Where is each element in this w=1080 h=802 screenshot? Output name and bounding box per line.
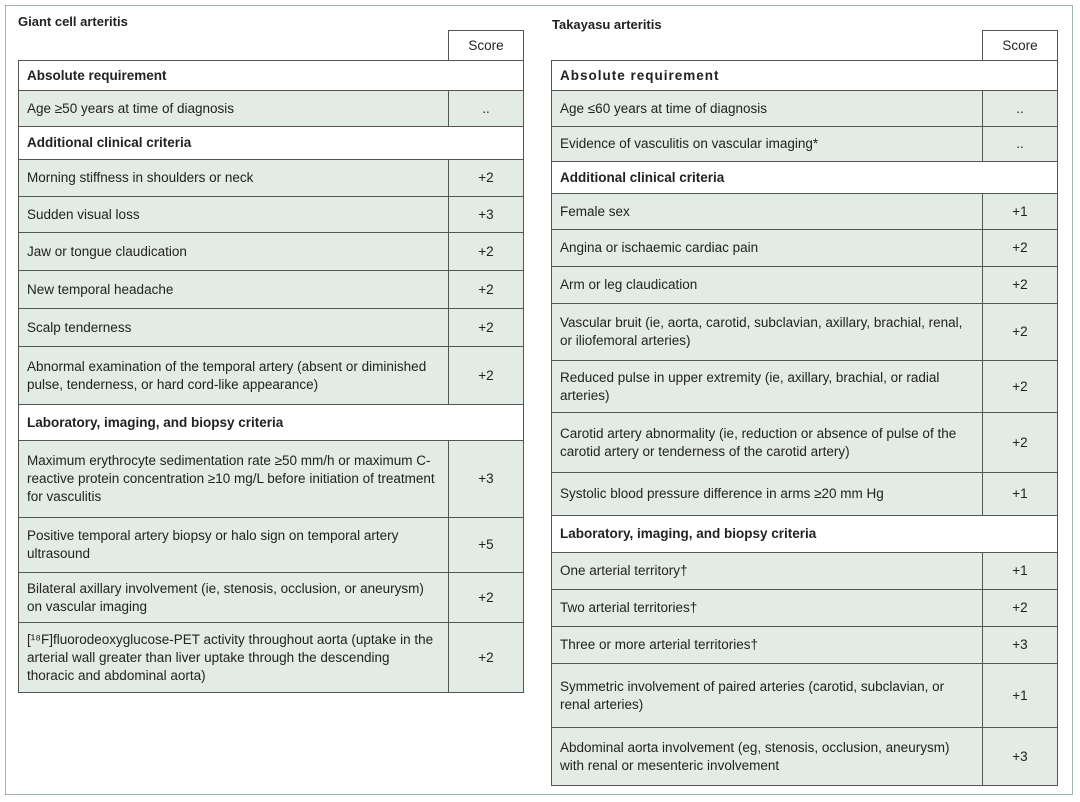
- score: +2: [448, 572, 524, 623]
- criterion: Maximum erythrocyte sedimentation rate ≥…: [18, 440, 449, 518]
- criterion: Female sex: [551, 193, 983, 230]
- score: +2: [448, 159, 524, 197]
- criterion: Vascular bruit (ie, aorta, carotid, subc…: [551, 303, 983, 361]
- score: +3: [982, 626, 1058, 664]
- criterion: Sudden visual loss: [18, 196, 449, 233]
- criterion: Symmetric involvement of paired arteries…: [551, 663, 983, 728]
- criterion: Scalp tenderness: [18, 308, 449, 347]
- criterion: New temporal headache: [18, 270, 449, 309]
- criterion: Abdominal aorta involvement (eg, stenosi…: [551, 727, 983, 786]
- score: +3: [448, 196, 524, 233]
- score: +2: [448, 308, 524, 347]
- criterion: Age ≤60 years at time of diagnosis: [551, 90, 983, 127]
- section-heading: Laboratory, imaging, and biopsy criteria: [551, 515, 1058, 553]
- frame: [5, 5, 1073, 795]
- score: +2: [448, 622, 524, 693]
- criterion: Angina or ischaemic cardiac pain: [551, 229, 983, 267]
- score-header: Score: [982, 30, 1058, 61]
- score: ..: [448, 90, 524, 127]
- table-title: Giant cell arteritis: [18, 14, 128, 29]
- score: +5: [448, 517, 524, 573]
- section-heading: Additional clinical criteria: [18, 126, 524, 160]
- score: +2: [982, 589, 1058, 627]
- section-heading: Additional clinical criteria: [551, 161, 1058, 194]
- score: +1: [982, 663, 1058, 728]
- score: +2: [982, 360, 1058, 413]
- score: +2: [448, 270, 524, 309]
- criterion: Reduced pulse in upper extremity (ie, ax…: [551, 360, 983, 413]
- score: +1: [982, 552, 1058, 590]
- criterion: Morning stiffness in shoulders or neck: [18, 159, 449, 197]
- score: +1: [982, 472, 1058, 516]
- score: +2: [982, 229, 1058, 267]
- score: ..: [982, 126, 1058, 162]
- criterion: Abnormal examination of the temporal art…: [18, 346, 449, 405]
- score: ..: [982, 90, 1058, 127]
- score: +2: [982, 266, 1058, 304]
- criterion: Age ≥50 years at time of diagnosis: [18, 90, 449, 127]
- criterion: Evidence of vasculitis on vascular imagi…: [551, 126, 983, 162]
- score: +1: [982, 193, 1058, 230]
- section-heading: Laboratory, imaging, and biopsy criteria: [18, 404, 524, 441]
- criterion: [¹⁸F]fluorodeoxyglucose-PET activity thr…: [18, 622, 449, 693]
- score: +3: [448, 440, 524, 518]
- criterion: Systolic blood pressure difference in ar…: [551, 472, 983, 516]
- criterion: Two arterial territories†: [551, 589, 983, 627]
- score: +2: [982, 412, 1058, 473]
- criterion: Carotid artery abnormality (ie, reductio…: [551, 412, 983, 473]
- score: +2: [982, 303, 1058, 361]
- section-heading: Absolute requirement: [551, 60, 1058, 91]
- criterion: Bilateral axillary involvement (ie, sten…: [18, 572, 449, 623]
- table-title: Takayasu arteritis: [552, 17, 662, 32]
- criterion: Jaw or tongue claudication: [18, 232, 449, 271]
- criterion: Arm or leg claudication: [551, 266, 983, 304]
- criterion: Positive temporal artery biopsy or halo …: [18, 517, 449, 573]
- score: +3: [982, 727, 1058, 786]
- score: +2: [448, 346, 524, 405]
- score: +2: [448, 232, 524, 271]
- criterion: Three or more arterial territories†: [551, 626, 983, 664]
- score-header: Score: [448, 30, 524, 61]
- section-heading: Absolute requirement: [18, 60, 524, 91]
- criterion: One arterial territory†: [551, 552, 983, 590]
